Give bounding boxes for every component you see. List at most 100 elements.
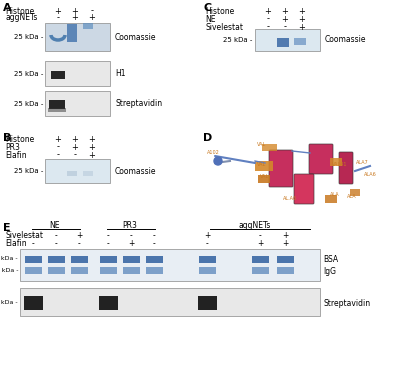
Bar (294, 38, 306, 45)
Text: Sivelestat: Sivelestat (5, 231, 43, 240)
Bar (330, 158, 342, 166)
Text: NE: NE (205, 14, 216, 23)
Bar (83, 23, 93, 29)
Bar (123, 256, 140, 263)
Text: A: A (3, 3, 12, 13)
Text: 70 kDa -: 70 kDa - (0, 256, 18, 262)
Text: NE: NE (50, 221, 60, 231)
Text: -: - (107, 231, 109, 240)
Text: -: - (74, 151, 76, 160)
Text: Sivelestat: Sivelestat (205, 23, 243, 32)
Text: aggNETs: aggNETs (5, 14, 37, 23)
Text: +: + (54, 135, 62, 143)
FancyBboxPatch shape (339, 152, 353, 184)
Bar (45, 61, 110, 86)
Text: -: - (153, 240, 155, 249)
Text: +: + (72, 14, 78, 23)
Text: +: + (257, 240, 263, 249)
Text: +: + (282, 7, 288, 16)
Text: +: + (204, 231, 210, 240)
Bar (45, 159, 110, 183)
Text: ALA: ALA (347, 194, 357, 199)
Text: VAL: VAL (257, 142, 267, 147)
Text: VAL41: VAL41 (332, 161, 348, 167)
Bar (48, 108, 66, 112)
Bar (99, 296, 118, 310)
Bar (24, 296, 43, 310)
Bar (258, 175, 270, 183)
Text: IgG: IgG (323, 267, 336, 276)
Text: ALA: ALA (330, 192, 340, 197)
Text: +: + (298, 14, 306, 23)
Bar (123, 267, 140, 274)
Bar (48, 256, 65, 263)
Text: B: B (3, 133, 11, 143)
Text: +: + (282, 14, 288, 23)
Bar (83, 171, 93, 176)
Text: -: - (32, 231, 34, 240)
Text: AL.A6: AL.A6 (283, 196, 297, 201)
Bar (67, 24, 77, 42)
Text: +: + (298, 23, 306, 32)
Bar (146, 267, 163, 274)
Text: 25 kDa -: 25 kDa - (14, 34, 43, 40)
Bar (255, 29, 320, 51)
Text: Histone: Histone (205, 7, 234, 16)
Text: +: + (88, 135, 96, 143)
Bar (71, 267, 88, 274)
Bar (71, 256, 88, 263)
Bar (100, 267, 117, 274)
FancyBboxPatch shape (309, 144, 333, 174)
Text: Coomassie: Coomassie (325, 36, 366, 45)
Text: 25 kDa -: 25 kDa - (0, 301, 18, 305)
Bar (255, 161, 273, 171)
Text: Elafin: Elafin (5, 240, 27, 249)
Text: Histone: Histone (5, 7, 34, 16)
Text: +: + (72, 135, 78, 143)
Bar (25, 256, 42, 263)
Text: +: + (282, 231, 288, 240)
Text: Elafin: Elafin (5, 151, 27, 160)
Text: D: D (203, 133, 212, 143)
Bar (262, 144, 277, 151)
Bar (199, 267, 216, 274)
Text: -: - (56, 142, 60, 151)
Bar (325, 195, 337, 203)
Text: PR3: PR3 (122, 221, 138, 231)
Text: +: + (298, 7, 306, 16)
Text: Streptavidin: Streptavidin (115, 99, 162, 108)
Bar (49, 100, 65, 109)
Text: +: + (88, 14, 96, 23)
Text: -: - (78, 240, 80, 249)
Bar (25, 267, 42, 274)
Text: +: + (88, 142, 96, 151)
Text: -: - (266, 14, 270, 23)
Text: 25 kDa -: 25 kDa - (223, 37, 252, 43)
Bar (45, 23, 110, 51)
Text: +: + (264, 7, 272, 16)
Text: -: - (266, 23, 270, 32)
Text: +: + (282, 240, 288, 249)
Text: -: - (56, 151, 60, 160)
Bar (20, 249, 320, 281)
Text: Coomassie: Coomassie (115, 167, 156, 176)
Text: Coomassie: Coomassie (115, 32, 156, 41)
Text: -: - (55, 240, 57, 249)
FancyBboxPatch shape (269, 150, 293, 187)
Bar (146, 256, 163, 263)
Text: +: + (76, 231, 82, 240)
Bar (252, 256, 269, 263)
Bar (198, 296, 217, 310)
Text: 25 kDa -: 25 kDa - (14, 168, 43, 174)
Bar (48, 267, 65, 274)
Bar (252, 267, 269, 274)
Text: Streptavidin: Streptavidin (323, 298, 370, 307)
Bar (20, 288, 320, 316)
Text: PR3: PR3 (5, 142, 20, 151)
Text: Histone: Histone (5, 135, 34, 143)
Text: -: - (130, 231, 132, 240)
Text: -: - (56, 14, 60, 23)
Bar (277, 256, 294, 263)
Text: +: + (88, 151, 96, 160)
FancyBboxPatch shape (294, 174, 314, 204)
